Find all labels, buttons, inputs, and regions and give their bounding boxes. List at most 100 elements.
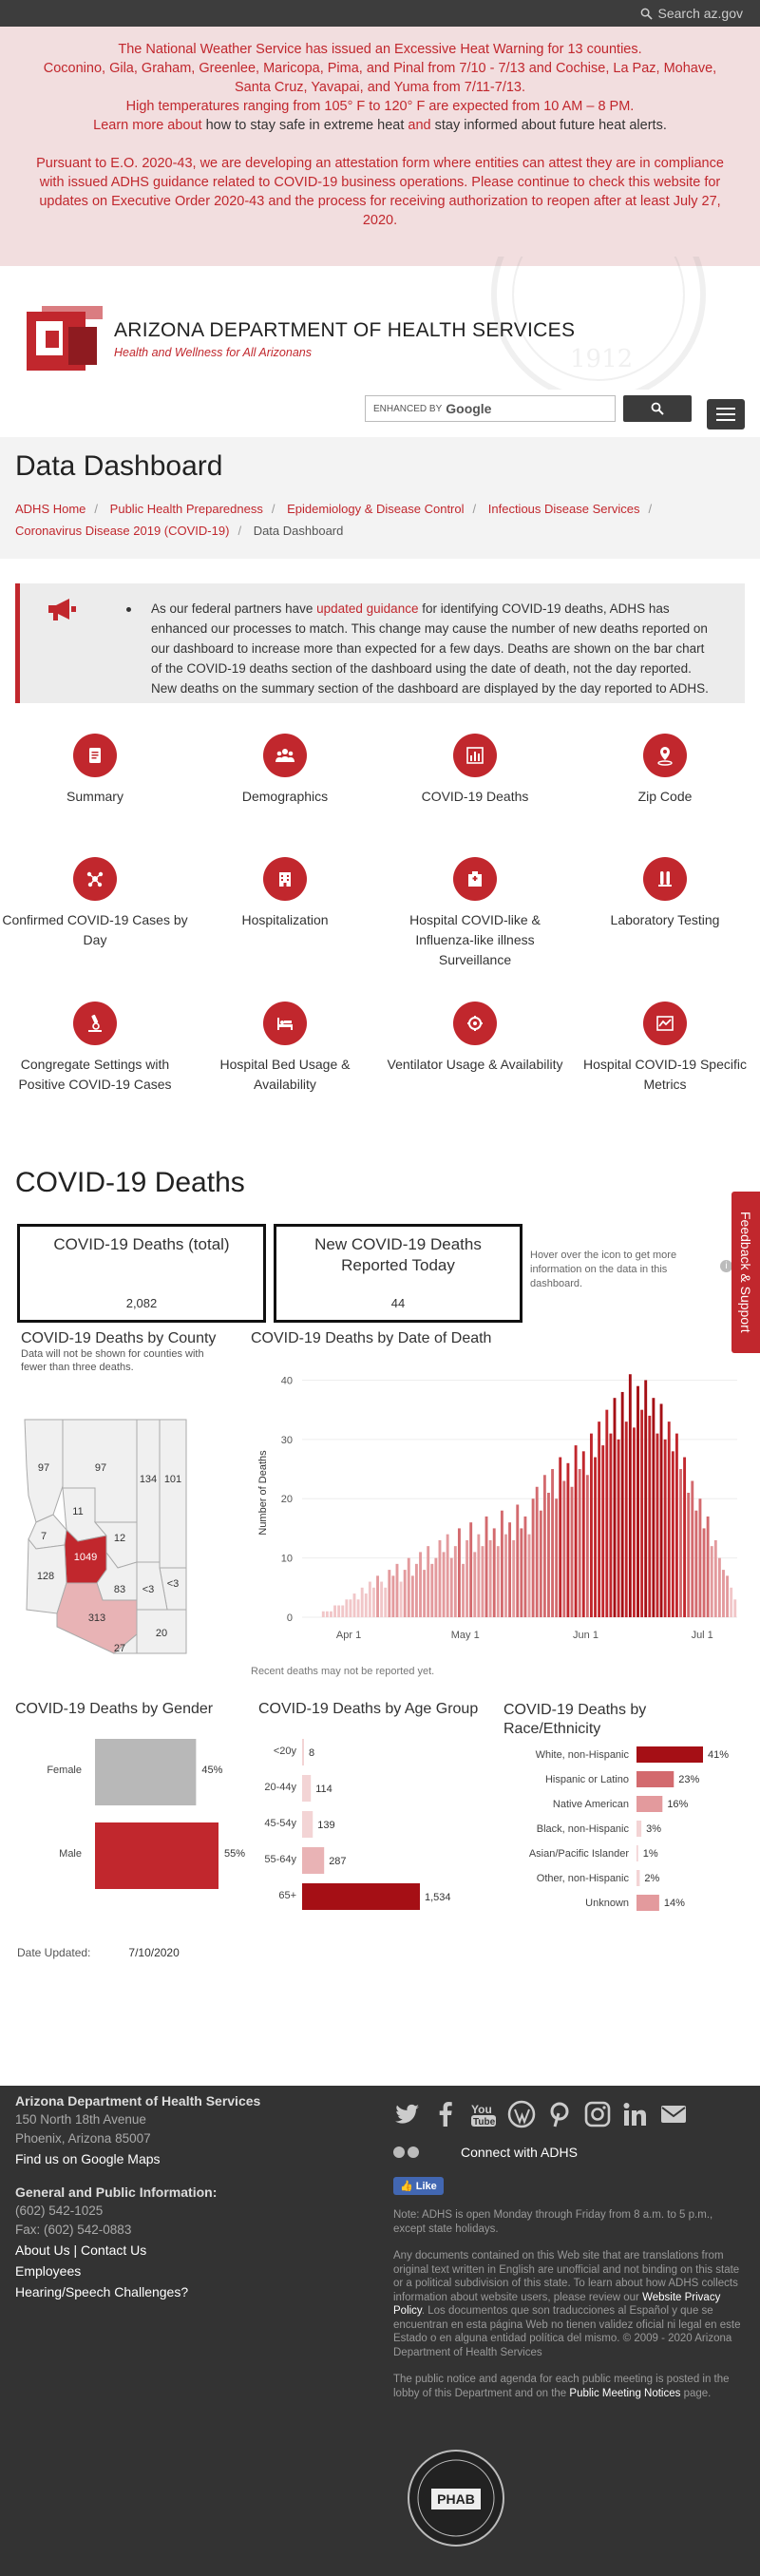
age-bar[interactable] [302, 1811, 314, 1838]
date-bar[interactable] [617, 1439, 620, 1617]
date-bar[interactable] [691, 1480, 694, 1617]
date-bar[interactable] [605, 1409, 609, 1617]
date-bar[interactable] [726, 1575, 730, 1617]
date-bar[interactable] [671, 1451, 674, 1617]
date-bar[interactable] [730, 1587, 733, 1617]
date-bar[interactable] [559, 1457, 562, 1617]
date-bar[interactable] [733, 1599, 737, 1617]
date-bar[interactable] [706, 1516, 710, 1617]
county-pima[interactable] [56, 1582, 138, 1654]
date-bar[interactable] [434, 1557, 438, 1617]
date-bar[interactable] [598, 1422, 601, 1617]
wordpress-icon[interactable] [507, 2100, 536, 2128]
category-cases-by-day[interactable]: Confirmed COVID-19 Cases by Day [0, 857, 190, 981]
date-bar[interactable] [636, 1385, 639, 1617]
date-bar[interactable] [539, 1510, 542, 1617]
date-bar[interactable] [698, 1498, 702, 1617]
category-bed-usage[interactable]: Hospital Bed Usage & Availability [190, 1002, 380, 1146]
date-bar[interactable] [620, 1391, 624, 1617]
date-bar[interactable] [652, 1398, 656, 1617]
category-hospitalization[interactable]: Hospitalization [190, 857, 380, 981]
category-zip-code[interactable]: Zip Code [570, 734, 760, 857]
info-icon[interactable]: i [720, 1260, 732, 1272]
date-bar[interactable] [442, 1552, 446, 1617]
date-bar[interactable] [628, 1374, 632, 1617]
date-bar[interactable] [466, 1539, 469, 1617]
date-bar[interactable] [376, 1575, 379, 1617]
date-bar[interactable] [345, 1599, 349, 1617]
date-bar[interactable] [368, 1581, 371, 1617]
race-bar[interactable] [636, 1845, 638, 1861]
date-bar[interactable] [713, 1539, 717, 1617]
date-bar[interactable] [585, 1475, 589, 1617]
category-ili-surveillance[interactable]: Hospital COVID-like & Influenza-like ill… [380, 857, 570, 1002]
date-bar[interactable] [372, 1587, 375, 1617]
date-bar[interactable] [516, 1504, 520, 1617]
date-bar[interactable] [457, 1528, 461, 1617]
date-bar[interactable] [488, 1539, 492, 1617]
date-bar[interactable] [527, 1534, 531, 1617]
date-bar[interactable] [520, 1528, 523, 1617]
date-bar[interactable] [364, 1593, 368, 1617]
category-lab-testing[interactable]: Laboratory Testing [570, 857, 760, 981]
date-bar[interactable] [578, 1469, 581, 1617]
date-bar[interactable] [555, 1498, 559, 1617]
category-covid-deaths[interactable]: COVID-19 Deaths [380, 734, 570, 857]
date-bar[interactable] [492, 1528, 496, 1617]
eo-link[interactable]: E.O. 2020-43 [110, 156, 193, 171]
date-bar[interactable] [648, 1415, 652, 1617]
facebook-icon[interactable] [431, 2100, 460, 2128]
date-bar[interactable] [535, 1486, 539, 1617]
date-bar[interactable] [496, 1546, 500, 1617]
gender-bar[interactable] [95, 1739, 197, 1805]
date-bar[interactable] [321, 1611, 325, 1617]
race-chart[interactable]: White, non-Hispanic 41% Hispanic or Latino… [504, 1745, 745, 1935]
date-bar[interactable] [679, 1469, 682, 1617]
date-bar[interactable] [531, 1498, 535, 1617]
site-search-input[interactable]: ENHANCED BY Google [365, 395, 616, 422]
date-bar[interactable] [581, 1451, 585, 1617]
hearing-speech-link[interactable]: Hearing/Speech Challenges? [15, 2284, 189, 2299]
linkedin-icon[interactable] [621, 2100, 650, 2128]
date-bar[interactable] [449, 1557, 453, 1617]
date-bar[interactable] [512, 1539, 516, 1617]
google-maps-link[interactable]: Find us on Google Maps [15, 2151, 161, 2166]
date-bar[interactable] [504, 1534, 507, 1617]
gender-chart[interactable]: Female 45% Male 55% [15, 1729, 247, 1919]
date-bar[interactable] [574, 1445, 578, 1617]
date-bar[interactable] [594, 1457, 597, 1617]
date-bar[interactable] [481, 1546, 484, 1617]
privacy-policy-link[interactable]: Website Privacy Policy [393, 2291, 721, 2318]
contact-us-link[interactable]: Contact Us [81, 2242, 147, 2258]
crumb-infectious-disease[interactable]: Infectious Disease Services [487, 502, 640, 516]
phab-accreditation-seal[interactable]: PHAB [403, 2443, 509, 2561]
date-bar[interactable] [609, 1433, 613, 1617]
date-bar[interactable] [356, 1599, 360, 1617]
date-bar[interactable] [613, 1398, 617, 1617]
date-bar[interactable] [469, 1522, 473, 1617]
date-bar[interactable] [644, 1380, 648, 1617]
date-bar[interactable] [562, 1480, 566, 1617]
date-bar[interactable] [410, 1575, 414, 1617]
date-bar[interactable] [687, 1493, 691, 1617]
county-navajo[interactable] [136, 1419, 161, 1563]
date-bar[interactable] [702, 1528, 706, 1617]
age-bar[interactable] [302, 1739, 304, 1765]
category-hospital-metrics[interactable]: Hospital COVID-19 Specific Metrics [570, 1002, 760, 1146]
menu-button[interactable] [707, 399, 745, 429]
gender-bar[interactable] [95, 1822, 218, 1889]
az-gov-search-link[interactable]: Search az.gov [640, 6, 743, 21]
date-bar[interactable] [590, 1433, 593, 1617]
date-bar[interactable] [388, 1570, 391, 1617]
feedback-support-tab[interactable]: Feedback & Support [732, 1192, 760, 1353]
date-bar[interactable] [547, 1493, 550, 1617]
date-bar[interactable] [380, 1581, 384, 1617]
date-bar[interactable] [523, 1516, 527, 1617]
county-apache[interactable] [159, 1419, 187, 1569]
about-us-link[interactable]: About Us [15, 2242, 70, 2258]
date-bar[interactable] [640, 1409, 644, 1617]
and-link[interactable]: and [408, 118, 431, 133]
flickr-icon[interactable] [393, 2147, 419, 2158]
age-bar[interactable] [302, 1775, 312, 1802]
date-bar[interactable] [352, 1593, 356, 1617]
